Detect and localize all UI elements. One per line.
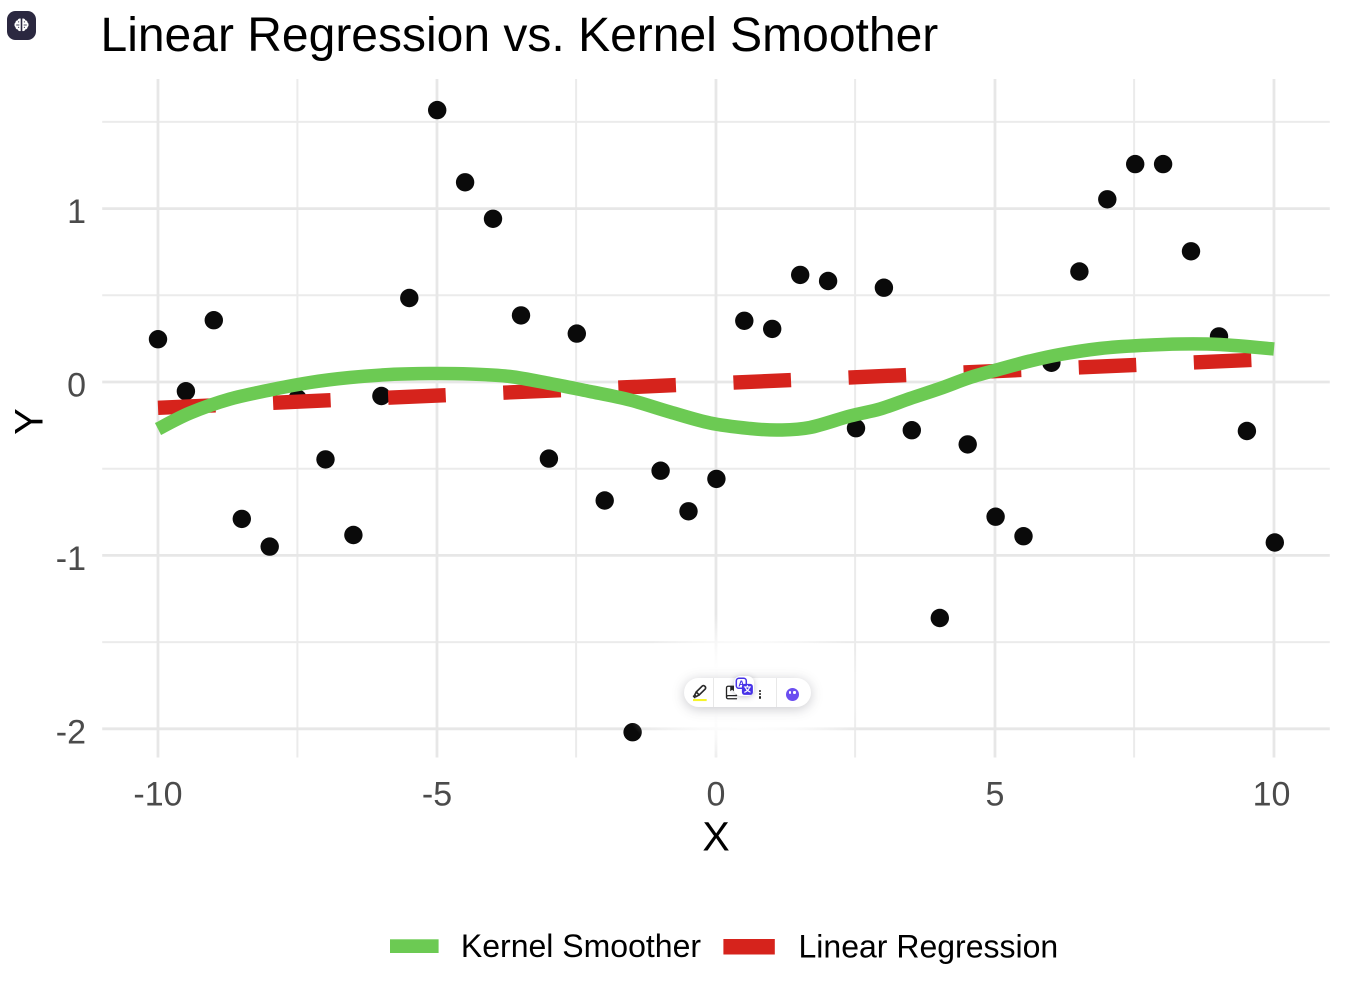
svg-text:5: 5 (986, 776, 1005, 814)
svg-text:Kernel Smoother: Kernel Smoother (461, 928, 701, 964)
svg-text:1: 1 (67, 193, 86, 231)
svg-text:-10: -10 (133, 776, 182, 814)
svg-text:-2: -2 (56, 713, 86, 751)
svg-text:-5: -5 (422, 776, 452, 814)
svg-text:Linear Regression vs. Kernel S: Linear Regression vs. Kernel Smoother (101, 9, 939, 62)
svg-text:0: 0 (707, 776, 726, 814)
svg-text:A: A (738, 678, 744, 688)
svg-text:Linear Regression: Linear Regression (799, 929, 1059, 965)
svg-text:X: X (702, 813, 729, 859)
svg-text:Y: Y (7, 408, 51, 435)
svg-text:10: 10 (1253, 776, 1291, 814)
svg-text:0: 0 (67, 367, 86, 405)
svg-text:-1: -1 (56, 540, 86, 578)
